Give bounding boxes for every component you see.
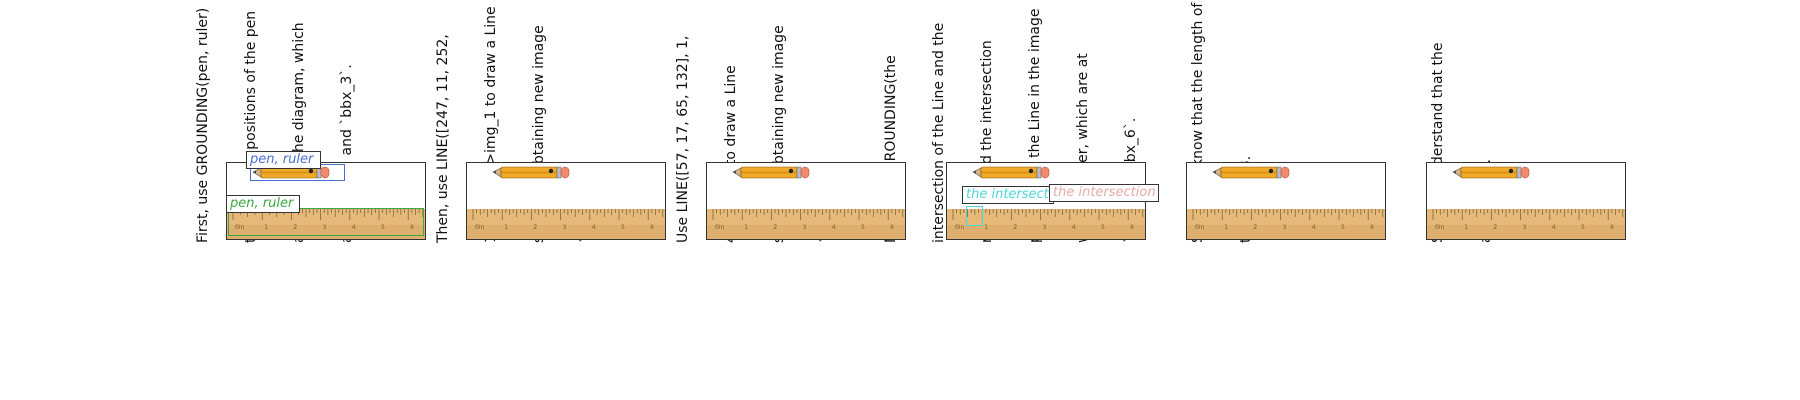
- ruler-tick-label: 0in: [715, 224, 724, 231]
- ruler-tick-label: 5: [861, 224, 865, 231]
- pen-label-tag: pen, ruler: [246, 151, 321, 169]
- step-3-line: Use LINE([57, 17, 65, 132], 1,: [675, 35, 691, 243]
- ruler-tick-label: 4: [832, 224, 836, 231]
- intersection-label-tag-2: the intersection: [1049, 184, 1159, 202]
- ruler-tick-label: 0in: [955, 224, 964, 231]
- ruler-tick-label: 1: [1224, 224, 1228, 231]
- ruler-tick-label: 3: [1523, 224, 1527, 231]
- ruler-icon: 0in 1 2 3 4 5 6: [1187, 209, 1385, 239]
- intersection-label-tag-1: the intersection: [962, 186, 1054, 204]
- ruler-tick-label: 4: [1072, 224, 1076, 231]
- ruler-tick-label: 6: [890, 224, 894, 231]
- ruler-tick-label: 1: [1464, 224, 1468, 231]
- pencil-icon: [1452, 166, 1530, 179]
- ruler-tick-label: 4: [592, 224, 596, 231]
- ruler-tick-label: 4: [1312, 224, 1316, 231]
- ruler-tick-label: 3: [803, 224, 807, 231]
- pencil-ruler-illustration: 0in 1 2 3 4 5 6: [707, 166, 905, 239]
- pencil-icon: [252, 166, 330, 179]
- pencil-icon: [732, 166, 810, 179]
- ruler-tick-label: 5: [1341, 224, 1345, 231]
- ruler-tick-label: 0in: [1435, 224, 1444, 231]
- pencil-ruler-illustration: 0in 1 2 3 4 5 6: [1187, 166, 1385, 239]
- ruler-icon: 0in 1 2 3 4 5 6: [947, 209, 1145, 239]
- step-4-line: intersection of the Line and the: [931, 22, 947, 243]
- ruler-tick-label: 2: [533, 224, 537, 231]
- pencil-icon: [972, 166, 1050, 179]
- pencil-icon: [492, 166, 570, 179]
- ruler-tick-label: 2: [1013, 224, 1017, 231]
- pencil-icon: [1212, 166, 1290, 179]
- ruler-tick-label: 2: [773, 224, 777, 231]
- step-2-line: Then, use LINE([247, 11, 252,: [435, 34, 451, 243]
- ruler-tick-label: 5: [1581, 224, 1585, 231]
- ruler-tick-label: 3: [323, 224, 327, 231]
- ruler-tick-label: 5: [621, 224, 625, 231]
- ruler-tick-label: 4: [1552, 224, 1556, 231]
- ruler-tick-label: 2: [293, 224, 297, 231]
- ruler-icon: 0in 1 2 3 4 5 6: [707, 209, 905, 239]
- ruler-tick-label: 2: [1493, 224, 1497, 231]
- ruler-label-tag: pen, ruler: [226, 195, 300, 213]
- ruler-tick-label: 3: [1043, 224, 1047, 231]
- ruler-tick-label: 0in: [475, 224, 484, 231]
- intersection-bounding-box: [966, 206, 983, 226]
- ruler-tick-label: 5: [381, 224, 385, 231]
- ruler-tick-label: 6: [650, 224, 654, 231]
- ruler-tick-label: 1: [264, 224, 268, 231]
- ruler-tick-label: 6: [410, 224, 414, 231]
- ruler-tick-label: 5: [1101, 224, 1105, 231]
- ruler-icon: 0in 1 2 3 4 5 6: [467, 209, 665, 239]
- ruler-tick-label: 1: [744, 224, 748, 231]
- ruler-tick-label: 3: [563, 224, 567, 231]
- pencil-ruler-illustration: 0in 1 2 3 4 5 6: [947, 166, 1145, 239]
- panel-frame-6: 0in 1 2 3 4 5 6: [1426, 162, 1626, 240]
- ruler-icon: 0in 1 2 3 4 5 6: [1427, 209, 1625, 239]
- ruler-tick-label: 4: [352, 224, 356, 231]
- step-1-line: First, use GROUNDING(pen, ruler): [195, 7, 211, 243]
- ruler-tick-label: 6: [1610, 224, 1614, 231]
- ruler-tick-label: 6: [1130, 224, 1134, 231]
- pencil-ruler-illustration: 0in 1 2 3 4 5 6: [467, 166, 665, 239]
- ruler-tick-label: 6: [1370, 224, 1374, 231]
- panel-frame-5: 0in 1 2 3 4 5 6: [1186, 162, 1386, 240]
- panel-frame-2: 0in 1 2 3 4 5 6: [466, 162, 666, 240]
- panel-frame-3: 0in 1 2 3 4 5 6: [706, 162, 906, 240]
- ruler-tick-label: 1: [504, 224, 508, 231]
- ruler-tick-label: 3: [1283, 224, 1287, 231]
- ruler-tick-label: 0in: [235, 224, 244, 231]
- ruler-tick-label: 0in: [1195, 224, 1204, 231]
- pencil-ruler-illustration: 0in 1 2 3 4 5 6: [1427, 166, 1625, 239]
- ruler-tick-label: 1: [984, 224, 988, 231]
- ruler-bounding-box: [228, 208, 424, 236]
- ruler-tick-label: 2: [1253, 224, 1257, 231]
